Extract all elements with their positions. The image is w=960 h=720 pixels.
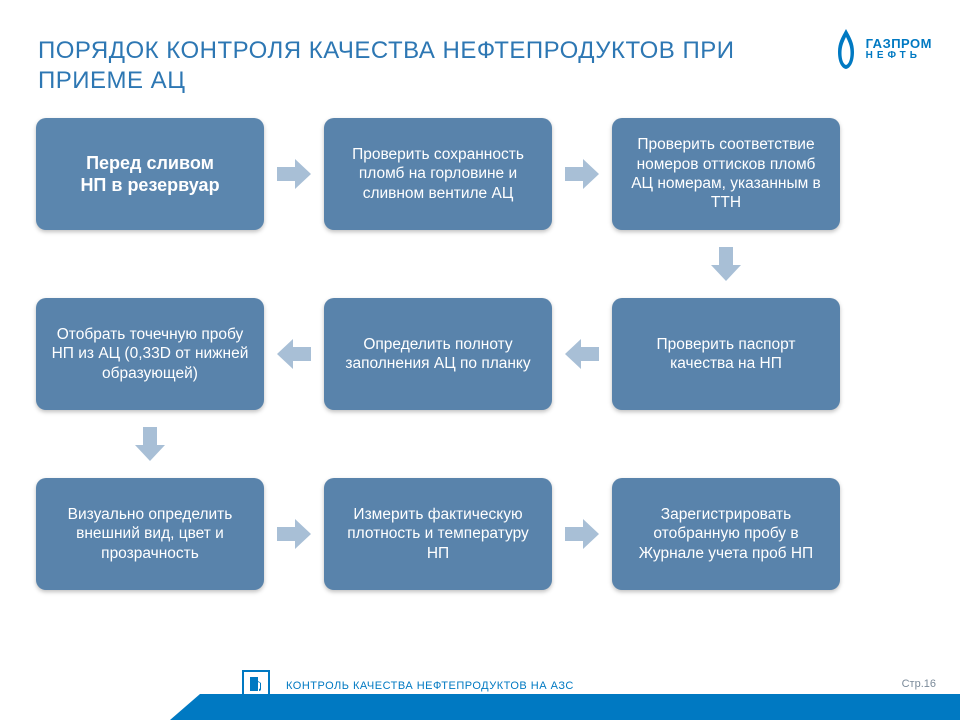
arrow-right-3 — [264, 513, 324, 555]
arrow-right-2 — [552, 153, 612, 195]
flow-node-9: Зарегистрировать отобранную пробу в Журн… — [612, 478, 840, 590]
slide: ПОРЯДОК КОНТРОЛЯ КАЧЕСТВА НЕФТЕПРОДУКТОВ… — [0, 0, 960, 720]
node1-line2: НП в резервуар — [80, 174, 219, 197]
brand-logo: ГАЗПРОМ НЕФТЬ — [832, 28, 932, 70]
logo-line1: ГАЗПРОМ — [866, 37, 932, 51]
flow-node-4: Проверить паспорт качества на НП — [612, 298, 840, 410]
arrow-down-2 — [129, 420, 171, 468]
flow-node-start: Перед сливом НП в резервуар — [36, 118, 264, 230]
arrow-right-1 — [264, 153, 324, 195]
flow-node-2: Проверить сохранность пломб на горловине… — [324, 118, 552, 230]
footer-band — [200, 694, 960, 720]
footer: КОНТРОЛЬ КАЧЕСТВА НЕФТЕПРОДУКТОВ НА АЗС … — [0, 668, 960, 720]
flow-node-6: Отобрать точечную пробу НП из АЦ (0,33D … — [36, 298, 264, 410]
node1-line1: Перед сливом — [80, 152, 219, 175]
flow-node-7: Визуально определить внешний вид, цвет и… — [36, 478, 264, 590]
slide-title: ПОРЯДОК КОНТРОЛЯ КАЧЕСТВА НЕФТЕПРОДУКТОВ… — [38, 36, 738, 96]
logo-text: ГАЗПРОМ НЕФТЬ — [866, 37, 932, 62]
arrow-left-1 — [264, 333, 324, 375]
page-number: Стр.16 — [902, 678, 936, 690]
arrow-left-2 — [552, 333, 612, 375]
pump-icon — [242, 670, 270, 698]
arrow-down-1 — [705, 240, 747, 288]
flow-node-8: Измерить фактическую плотность и темпера… — [324, 478, 552, 590]
footer-caption: КОНТРОЛЬ КАЧЕСТВА НЕФТЕПРОДУКТОВ НА АЗС — [286, 680, 574, 692]
logo-line2: НЕФТЬ — [866, 50, 932, 61]
flame-icon — [832, 28, 860, 70]
arrow-right-4 — [552, 513, 612, 555]
flow-node-5: Определить полноту заполнения АЦ по план… — [324, 298, 552, 410]
flow-node-3: Проверить соответствие номеров оттисков … — [612, 118, 840, 230]
flowchart: Перед сливом НП в резервуар Проверить со… — [36, 118, 924, 590]
